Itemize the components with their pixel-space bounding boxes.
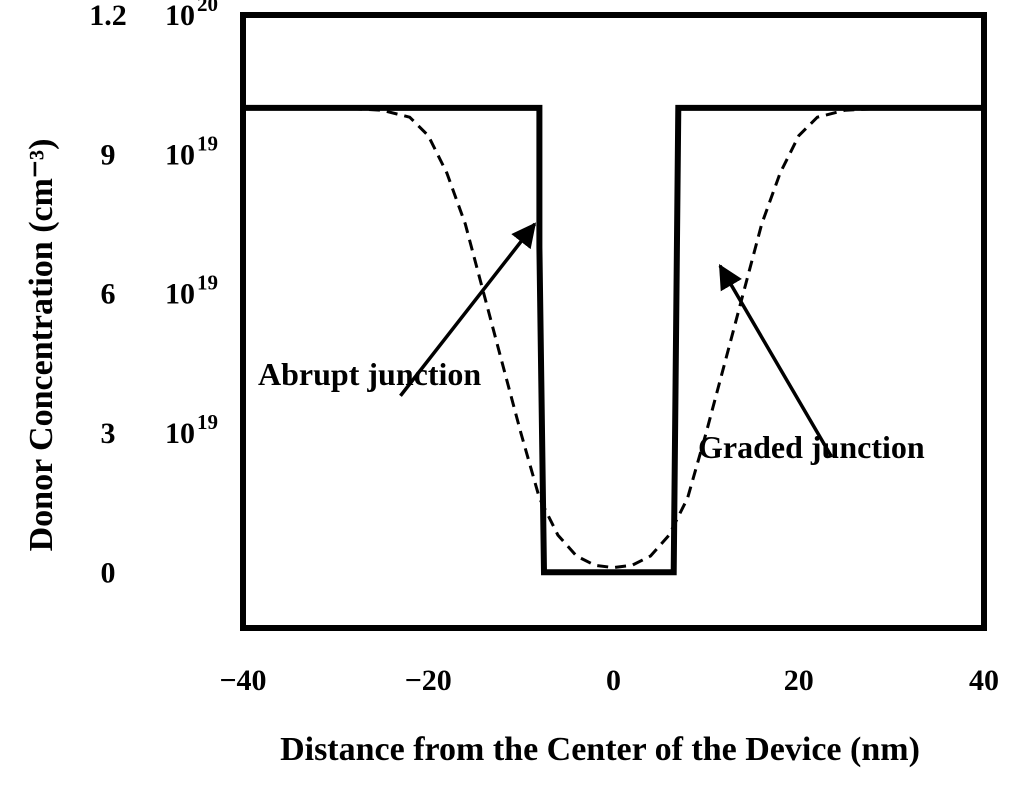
y-tick-exponent: 20	[197, 0, 218, 16]
abrupt-junction-line	[243, 104, 984, 576]
x-tick-label: 40	[969, 664, 999, 697]
x-tick-label: 20	[784, 664, 814, 697]
y-tick-mantissa: 1.2	[89, 0, 127, 32]
y-tick-base: 10	[165, 0, 195, 32]
y-tick-mantissa: 6	[101, 278, 116, 311]
y-tick-exponent: 19	[197, 271, 218, 295]
y-tick-exponent: 19	[197, 131, 218, 155]
y-tick-mantissa: 0	[101, 556, 116, 589]
annotation-layer: Abrupt junction Graded junction	[258, 222, 925, 465]
abrupt-junction-annotation: Abrupt junction	[258, 356, 481, 392]
x-tick-label: 0	[606, 664, 621, 697]
x-axis-title: Distance from the Center of the Device (…	[280, 731, 920, 768]
graded-junction-line	[243, 106, 984, 570]
y-tick-base: 10	[165, 138, 195, 171]
x-tick-label: −40	[219, 664, 266, 697]
y-tick-mantissa: 3	[101, 417, 116, 450]
x-tick-labels: −40 −20 0 20 40	[219, 664, 999, 697]
abrupt-junction-arrow	[399, 222, 537, 397]
y-tick-base: 10	[165, 278, 195, 311]
graded-junction-annotation: Graded junction	[698, 429, 925, 465]
y-axis-title: Donor Concentration (cm⁻³)	[23, 139, 60, 552]
plot-frame	[240, 12, 987, 631]
y-tick-base: 10	[165, 417, 195, 450]
y-tick-labels: 1.2 10 209 10 196 10 193 10 190	[89, 0, 218, 589]
series-layer	[243, 104, 984, 576]
y-tick-exponent: 19	[197, 410, 218, 434]
y-tick-mantissa: 9	[101, 138, 116, 171]
graded-junction-arrow	[718, 264, 833, 458]
x-tick-label: −20	[405, 664, 452, 697]
